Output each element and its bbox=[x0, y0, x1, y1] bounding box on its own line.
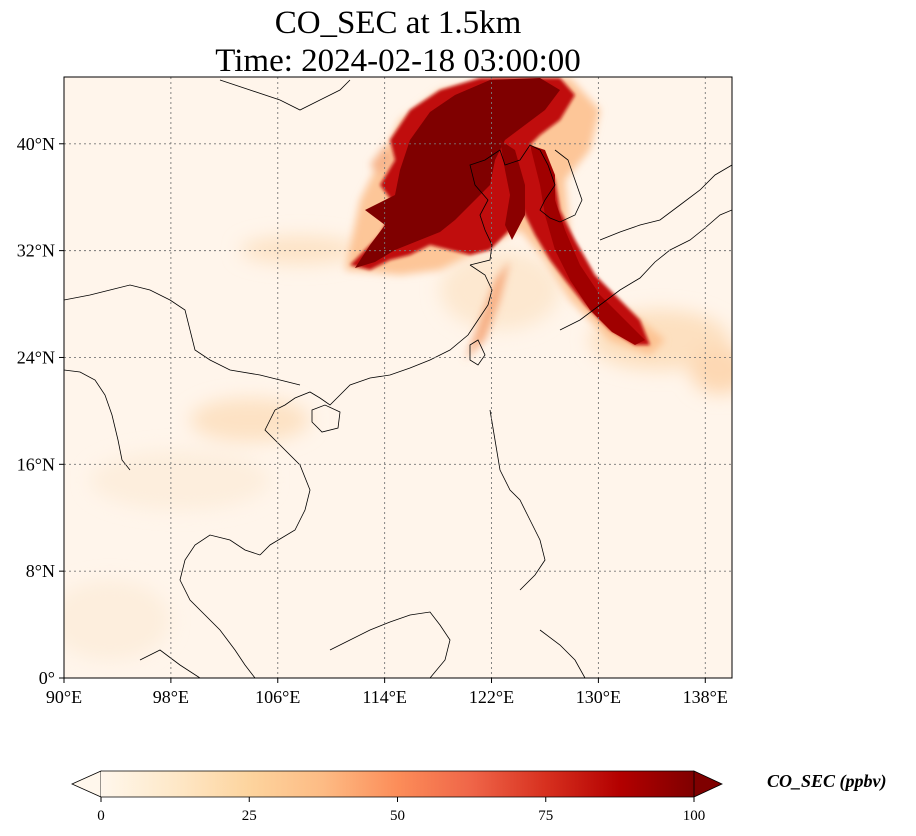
colorbar-tick-label: 75 bbox=[538, 808, 553, 824]
plot-title: CO_SEC at 1.5km Time: 2024-02-18 03:00:0… bbox=[64, 4, 732, 80]
coast-japan-north bbox=[599, 164, 732, 241]
colorbar-tick-label: 50 bbox=[390, 808, 405, 824]
lon-tick-label: 130°E bbox=[576, 687, 621, 707]
colorbar-extend-high bbox=[693, 770, 723, 798]
colorbar-extend-low bbox=[71, 770, 102, 798]
gridlines bbox=[64, 77, 732, 678]
lat-tick-label: 24°N bbox=[17, 347, 55, 367]
lon-tick-label: 114°E bbox=[362, 687, 407, 707]
plume-core-korea-japan bbox=[530, 145, 645, 345]
lat-tick-label: 16°N bbox=[17, 454, 55, 474]
lat-tick-label: 0° bbox=[39, 668, 55, 688]
colorbar-tick-label: 100 bbox=[683, 808, 706, 824]
lat-tick-group: 0° 8°N 16°N 24°N 32°N 40°N bbox=[17, 134, 64, 688]
colorbar-title: CO_SEC (ppbv) bbox=[767, 771, 887, 791]
lon-tick-label: 90°E bbox=[46, 687, 82, 707]
lon-tick-group: 90°E 98°E 106°E 114°E 122°E 130°E 138°E bbox=[46, 678, 728, 707]
plume-core-north-china bbox=[355, 78, 560, 268]
border-mongolia bbox=[219, 79, 351, 111]
title-line-2: Time: 2024-02-18 03:00:00 bbox=[215, 43, 581, 79]
lon-tick-label: 106°E bbox=[255, 687, 300, 707]
map-frame bbox=[63, 76, 733, 679]
coast-sumatra bbox=[139, 649, 201, 678]
plume-faint-far-east bbox=[690, 346, 732, 394]
coast-north-china-korea bbox=[469, 144, 583, 266]
lon-tick-label: 138°E bbox=[683, 687, 728, 707]
plume-faint-west bbox=[240, 236, 360, 264]
plume-faint-south bbox=[64, 580, 170, 660]
lat-tick-label: 8°N bbox=[26, 561, 55, 581]
lon-tick-label: 98°E bbox=[153, 687, 189, 707]
lat-tick-label: 40°N bbox=[17, 134, 55, 154]
lat-tick-label: 32°N bbox=[17, 241, 55, 261]
coast-south-china bbox=[274, 264, 493, 411]
coast-hainan bbox=[311, 404, 341, 433]
colorbar-tick-group: 0 25 50 75 100 bbox=[97, 797, 705, 824]
colorbar-tick-label: 25 bbox=[242, 808, 257, 824]
plume-faint-indochina bbox=[190, 398, 310, 442]
coast-philippines bbox=[489, 409, 546, 591]
title-line-1: CO_SEC at 1.5km bbox=[274, 5, 522, 41]
lon-tick-label: 122°E bbox=[469, 687, 514, 707]
coast-mindanao bbox=[539, 629, 586, 678]
colorbar-gradient bbox=[101, 771, 694, 797]
coast-thailand-malaysia bbox=[179, 534, 261, 678]
coastlines bbox=[64, 79, 732, 678]
plume-faint-southwest bbox=[90, 450, 270, 510]
colorbar: 0 25 50 75 100 bbox=[71, 770, 723, 824]
co-field bbox=[64, 77, 732, 678]
colorbar-tick-label: 0 bbox=[97, 808, 105, 824]
coast-borneo bbox=[329, 611, 451, 678]
coast-japan-south bbox=[559, 209, 732, 331]
plume-small-west bbox=[370, 145, 395, 175]
border-china-south bbox=[64, 284, 301, 386]
plume-taiwan-strait bbox=[465, 260, 510, 360]
coast-myanmar bbox=[64, 369, 131, 471]
coast-vietnam bbox=[259, 409, 311, 556]
